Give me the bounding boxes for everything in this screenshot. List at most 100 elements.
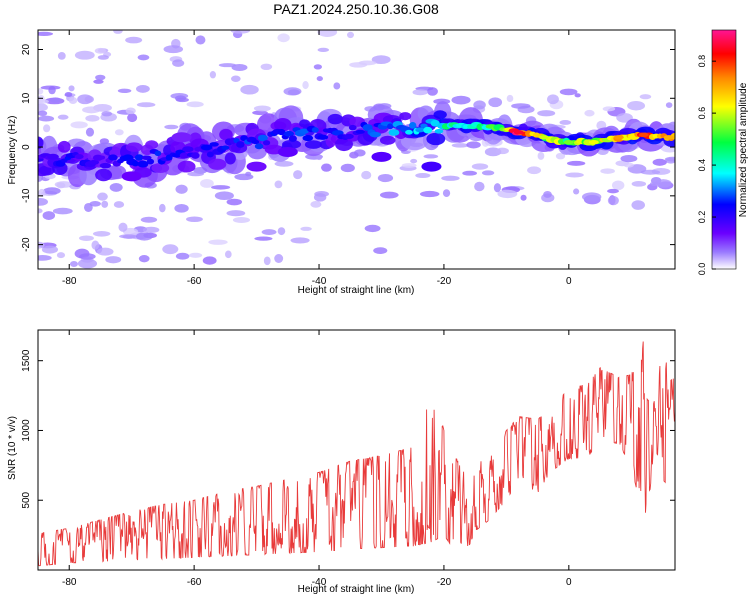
spectrogram-noise-blob (162, 244, 179, 255)
spectrogram-frame (37, 29, 676, 270)
spectrogram-noise-blob (42, 211, 56, 220)
spectrogram-noise-blob (84, 95, 95, 103)
spectrogram-noise-blob (136, 102, 156, 108)
spectrogram-core-blob (369, 131, 381, 138)
spectrogram-ridge-blob (274, 118, 292, 132)
snr-x-tick-label: -20 (437, 577, 452, 588)
spectrogram-y-axis: -20 -10 0 10 20 (21, 44, 675, 252)
spectrogram-ridge-blob (145, 140, 159, 150)
spectrogram-noise-blob (187, 171, 204, 177)
spectrogram-noise-blob (616, 112, 633, 123)
spectrogram-noise-blob (175, 252, 190, 260)
spectrogram-noise-blob (113, 201, 125, 208)
spectrogram-noise-blob (186, 101, 204, 108)
spectrogram-noise-blob (302, 81, 309, 90)
spectrogram-core-blob (200, 144, 213, 151)
spectrogram-noise-blob (451, 95, 471, 105)
spectrogram-noise-blob (38, 115, 55, 122)
spectrogram-noise-blob (96, 247, 114, 256)
snr-y-tick-label: 500 (21, 491, 32, 508)
spectrogram-noise-blob (462, 170, 477, 176)
spectrogram-noise-blob (119, 234, 138, 239)
spectrogram-peak-blob (638, 132, 649, 138)
colorbar-tick-label: 0.6 (697, 107, 707, 120)
spectrogram-noise-blob (186, 216, 203, 223)
spectrogram-noise-blob (574, 93, 581, 98)
spectrogram-noise-blob (92, 231, 111, 237)
spectrogram-noise-blob (511, 103, 531, 109)
spectrogram-noise-blob (314, 191, 329, 197)
spectrogram-y-tick-label: -20 (21, 237, 32, 252)
snr-x-tick-label: -40 (312, 577, 327, 588)
spectrogram-noise-blob (52, 207, 73, 215)
spectrogram-noise-blob (316, 76, 323, 82)
spectrogram-noise-blob (74, 50, 95, 60)
spectrogram-noise-blob (127, 113, 138, 123)
spectrogram-core-blob (299, 128, 309, 134)
spectrogram-y-tick-label: 10 (21, 92, 32, 104)
spectrogram-noise-blob (82, 106, 101, 114)
spectrogram-noise-blob (174, 95, 187, 102)
spectrogram-noise-blob (94, 47, 107, 54)
spectrogram-noise-blob (313, 64, 322, 70)
spectrogram-core-blob (134, 154, 144, 161)
snr-frame (37, 329, 676, 571)
spectrogram-noise-blob (373, 247, 388, 255)
spectrogram-noise-blob (83, 202, 93, 212)
spectrogram-ridge-blob (304, 140, 322, 149)
spectrogram-noise-blob (252, 110, 268, 116)
spectrogram-noise-blob (218, 63, 237, 68)
spectrogram-noise-blob (211, 185, 231, 190)
spectrogram-peak-blob (513, 130, 524, 135)
spectrogram-noise-blob (600, 168, 615, 174)
spectrogram-core-blob (420, 123, 428, 128)
spectrogram-peak-blob (588, 139, 599, 145)
snr-plot-area (38, 341, 675, 567)
spectrogram-noise-blob (109, 183, 123, 192)
spectrogram-core-blob (209, 142, 219, 147)
spectrogram-noise-blob (495, 147, 509, 155)
spectrogram-noise-blob (118, 222, 128, 232)
spectrogram-noise-blob (631, 180, 647, 187)
spectrogram-noise-blob (401, 163, 417, 168)
spectrogram-noise-blob (473, 100, 486, 110)
spectrogram-noise-blob (140, 216, 158, 223)
spectrogram-core-blob (221, 145, 230, 150)
spectrogram-noise-blob (361, 170, 372, 180)
figure-title: PAZ1.2024.250.10.36.G08 (273, 1, 439, 17)
spectrogram-noise-blob (277, 33, 290, 43)
spectrogram-noise-blob (97, 192, 108, 201)
spectrogram-noise-blob (263, 256, 271, 266)
spectrogram-noise-blob (188, 252, 203, 258)
spectrogram-noise-blob (584, 109, 595, 117)
spectrogram-peak-blob (538, 135, 549, 140)
spectrogram-noise-blob (57, 52, 66, 60)
spectrogram-noise-blob (639, 94, 652, 100)
spectrogram-noise-blob (488, 97, 503, 108)
spectrogram-ridge-blob (57, 140, 71, 153)
spectrogram-ridge-blob (95, 168, 113, 182)
spectrogram-noise-blob (202, 256, 217, 265)
spectrogram-noise-blob (537, 151, 545, 160)
spectrogram-ridge-blob (224, 152, 236, 165)
spectrogram-noise-blob (321, 163, 332, 172)
spectrogram-core-blob (405, 129, 413, 135)
spectrogram-noise-blob (481, 170, 495, 176)
spectrogram-secondary-blob (277, 146, 298, 157)
spectrogram-core-blob (132, 160, 139, 167)
spectrogram-noise-blob (230, 75, 241, 82)
spectrogram-ridge-blob (327, 113, 343, 125)
spectrogram-ridge-blob (219, 128, 233, 141)
spectrogram-core-blob (344, 133, 354, 140)
snr-x-label: Height of straight line (km) (298, 584, 415, 595)
spectrogram-noise-blob (209, 70, 217, 79)
spectrogram-core-blob (262, 140, 271, 146)
spectrogram-noise-blob (277, 227, 286, 236)
spectrogram-noise-blob (555, 152, 566, 160)
spectrogram-ridge-blob (426, 132, 446, 146)
spectrogram-core-blob (387, 123, 394, 130)
spectrogram-noise-blob (174, 204, 189, 213)
spectrogram-noise-blob (38, 31, 54, 37)
spectrogram-noise-blob (214, 191, 234, 201)
spectrogram-core-blob (288, 135, 297, 142)
